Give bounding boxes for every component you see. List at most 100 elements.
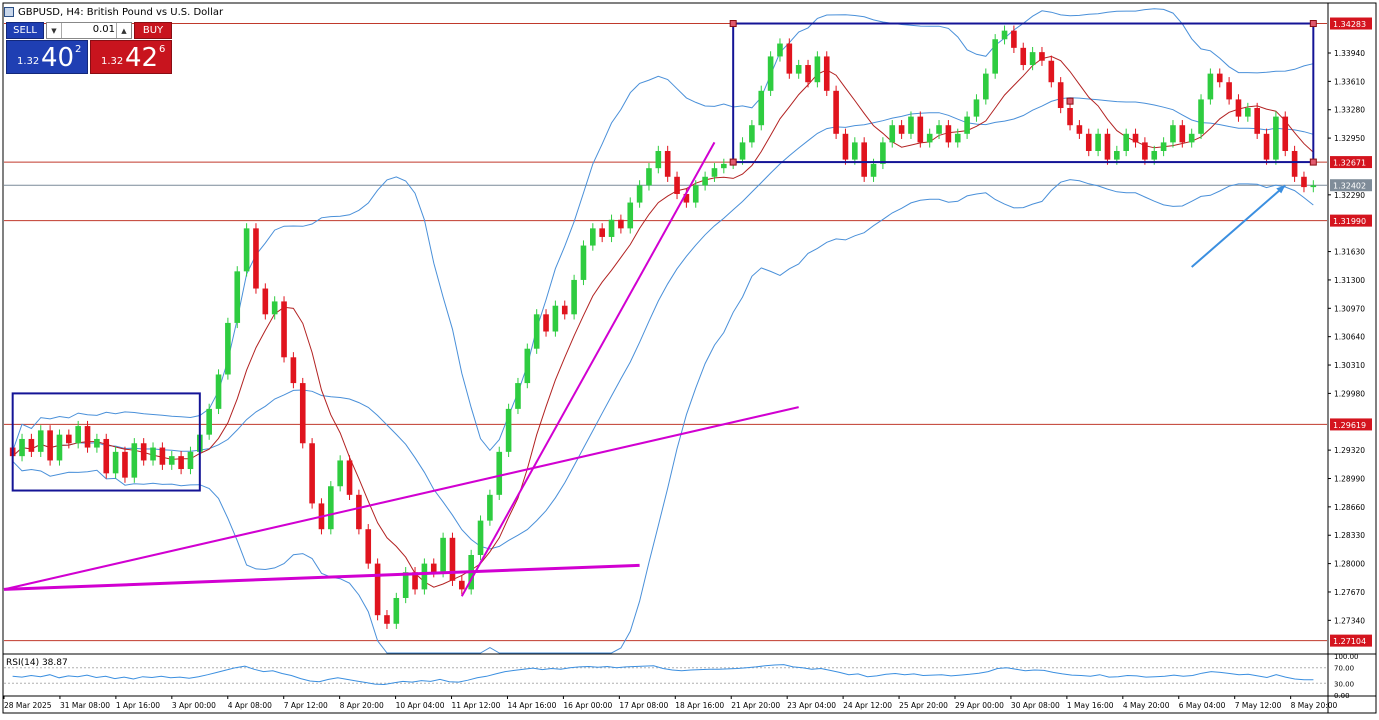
candle-bull: [328, 486, 334, 530]
candle-bull: [150, 447, 156, 461]
candle-bear: [374, 563, 381, 616]
candle-bull: [926, 133, 933, 143]
candle-bull: [1198, 99, 1204, 134]
y-tick-label: 1.30970: [1334, 304, 1365, 313]
candle-bull: [964, 116, 970, 134]
price-axis: 1.34283 1.32671 1.31990 1.29619 1.27104 1.324…: [1328, 17, 1372, 647]
candle-bull: [571, 279, 577, 315]
candle-bull: [206, 408, 212, 435]
candle-bear: [1263, 133, 1270, 160]
candle-bull: [225, 322, 231, 375]
candle-bull: [94, 438, 100, 448]
candle-bull: [983, 73, 989, 100]
x-tick-label: 7 Apr 12:00: [284, 701, 328, 710]
buy-button[interactable]: BUY: [134, 22, 172, 39]
sell-button[interactable]: SELL: [6, 22, 44, 39]
level-label-bg: [1330, 17, 1372, 30]
candle-bear: [262, 288, 269, 315]
candle-bull: [1245, 108, 1251, 117]
candle-bull: [215, 374, 222, 409]
candle-bull: [590, 228, 596, 246]
candle-bear: [1291, 150, 1298, 177]
candle-bull: [1151, 150, 1158, 160]
rising-trendline: [3, 406, 799, 591]
drawings: [3, 20, 1317, 597]
candle-bear: [47, 430, 53, 461]
candle-bear: [459, 580, 465, 590]
candle-bear: [299, 383, 306, 444]
y-tick-label: 1.33610: [1334, 77, 1365, 86]
candle-bear: [1104, 133, 1111, 160]
y-tick-label: 1.27340: [1334, 616, 1365, 625]
candle-bear: [430, 563, 437, 573]
box-handle: [729, 20, 737, 28]
candle-bull: [487, 494, 493, 521]
level-label: 1.31990: [1333, 217, 1366, 226]
level-label-bg: [1330, 634, 1372, 647]
steep-trendline: [460, 141, 716, 597]
candle-bear: [1301, 176, 1307, 188]
candle-bull: [477, 520, 484, 556]
y-tick-label: 1.30310: [1334, 361, 1365, 370]
candle-bull: [889, 125, 896, 143]
candle-bear: [159, 447, 166, 465]
candle-bull: [1001, 30, 1008, 40]
x-tick-label: 8 Apr 20:00: [340, 701, 384, 710]
candle-bull: [75, 426, 81, 444]
candle-bear: [253, 228, 259, 289]
buy-price-button[interactable]: 1.32 42 6: [90, 40, 172, 74]
rsi-level-label: 0.00: [1334, 692, 1350, 700]
chart-title: GBPUSD, H4: British Pound vs U.S. Dollar: [18, 6, 224, 18]
x-tick-label: 14 Apr 16:00: [507, 701, 556, 710]
candle-bear: [122, 451, 128, 478]
candle-bull: [1273, 116, 1279, 160]
time-axis: 28 Mar 2025 31 Mar 08:00 1 Apr 16:00 3 Apr …: [3, 696, 1338, 710]
candle-bull: [852, 142, 858, 160]
candle-bear: [1048, 60, 1055, 83]
lot-size-input[interactable]: ▼ 0.01 ▲: [46, 22, 132, 39]
buy-price-prefix: 1.32: [101, 56, 124, 67]
candle-bull: [393, 597, 400, 624]
candle-bull: [112, 451, 119, 474]
candle-bear: [1067, 108, 1073, 126]
candle-bull: [1114, 150, 1120, 160]
rsi-line: [12, 664, 1314, 686]
pointer-arrow-head: [1276, 185, 1286, 194]
candle-bull: [56, 434, 63, 461]
buy-price-fraction: 6: [159, 44, 166, 55]
consolidation-box: [11, 392, 201, 492]
candle-bear: [861, 142, 867, 177]
y-tick-label: 1.28000: [1334, 560, 1365, 569]
candle-bull: [814, 56, 821, 83]
x-tick-label: 10 Apr 04:00: [396, 701, 445, 710]
x-tick-label: 31 Mar 08:00: [60, 701, 110, 710]
y-tick-label: 1.28660: [1334, 503, 1365, 512]
candle-bull: [337, 460, 343, 487]
lot-increase-icon[interactable]: ▲: [116, 23, 131, 38]
candle-bull: [19, 438, 25, 457]
candle-bear: [674, 176, 680, 194]
sell-price-button[interactable]: 1.32 40 2: [6, 40, 88, 74]
candle-bear: [356, 494, 362, 530]
x-tick-label: 16 Apr 00:00: [563, 701, 612, 710]
candle-bull: [1095, 133, 1101, 151]
x-tick-label: 29 Apr 00:00: [955, 701, 1004, 710]
lot-size-value[interactable]: 0.01: [92, 24, 115, 35]
candle-bull: [440, 537, 446, 573]
candle-bull: [1160, 142, 1167, 151]
candle-bear: [103, 438, 110, 474]
candle-bear: [683, 193, 690, 203]
candle-bull: [402, 572, 409, 598]
y-tick-label: 1.27670: [1334, 588, 1365, 597]
lot-decrease-icon[interactable]: ▼: [47, 23, 62, 38]
candle-bull: [739, 142, 746, 160]
y-tick-label: 1.33940: [1334, 49, 1365, 58]
candle-bear: [945, 125, 952, 143]
candle-bear: [1142, 142, 1148, 160]
x-tick-label: 8 May 20:00: [1291, 701, 1338, 710]
candle-bull: [1029, 52, 1036, 66]
rsi-level-label: 70.00: [1334, 665, 1354, 673]
